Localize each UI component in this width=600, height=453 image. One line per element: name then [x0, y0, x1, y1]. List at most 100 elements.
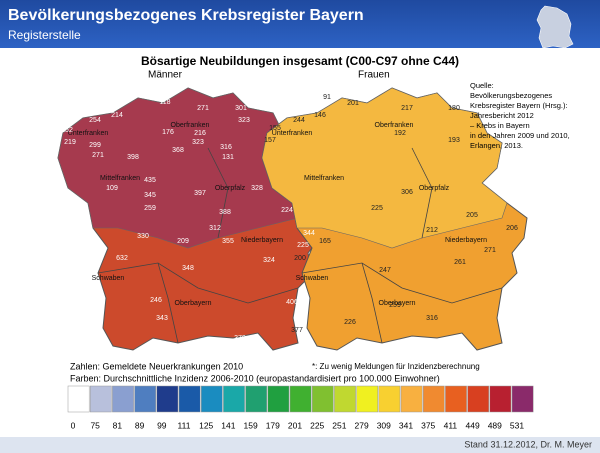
note: *: Zu wenig Meldungen für Inzidenzberech…: [312, 362, 480, 371]
legend-swatch: [134, 385, 157, 413]
region-border: [361, 262, 383, 344]
district-value: 328: [251, 185, 263, 192]
legend-swatch: [445, 385, 467, 413]
germany-icon: [536, 5, 574, 49]
legend-label: 201: [288, 420, 302, 430]
legend-label: 489: [488, 420, 502, 430]
legend-label: 159: [244, 420, 258, 430]
district-value: 225: [371, 205, 383, 212]
legend-label: 179: [266, 420, 280, 430]
region-label: Schwaben: [92, 275, 125, 282]
district-value: 224: [281, 207, 293, 214]
district-value: 152: [61, 127, 73, 134]
district-value: 397: [194, 190, 206, 197]
region-border: [207, 147, 229, 239]
legend-label: 99: [157, 420, 167, 430]
district-value: 348: [182, 265, 194, 272]
district-value: 176: [162, 129, 174, 136]
legend-swatch: [178, 385, 201, 413]
footer-bar: [0, 437, 600, 453]
region-label: Oberfranken: [171, 122, 210, 129]
district-value: 312: [209, 225, 221, 232]
district-value: 316: [220, 144, 232, 151]
legend-label: 279: [355, 420, 369, 430]
district-value: 200: [294, 255, 306, 262]
legend-label: 75: [90, 420, 100, 430]
map-region: [57, 87, 304, 249]
region-label: Oberpfalz: [419, 185, 450, 192]
legend-swatch: [156, 385, 179, 413]
region-border: [97, 262, 299, 304]
district-value: 254: [89, 117, 101, 124]
district-value: 398: [127, 154, 139, 161]
district-value: 271: [92, 152, 104, 159]
region-border: [411, 147, 433, 239]
legend-swatch: [67, 385, 90, 413]
district-value: 323: [238, 117, 250, 124]
district-value: 323: [192, 139, 204, 146]
region-border: [301, 262, 503, 304]
district-value: 225: [297, 242, 309, 249]
district-value: 109: [106, 185, 118, 192]
legend-swatch: [422, 385, 445, 413]
district-value: 205: [466, 212, 478, 219]
legend-label: 89: [135, 420, 145, 430]
district-value: 193: [448, 137, 460, 144]
region-label: Unterfranken: [272, 130, 313, 137]
region-label: Niederbayern: [445, 237, 487, 244]
legend-label: 375: [421, 420, 435, 430]
district-value: 212: [426, 227, 438, 234]
legend-label: 125: [199, 420, 213, 430]
legend-swatch: [89, 385, 112, 413]
district-value: 91: [323, 94, 331, 101]
legend-label: 141: [221, 420, 235, 430]
region-label: Mittelfranken: [100, 175, 140, 182]
district-value: 219: [64, 139, 76, 146]
legend-swatch: [467, 385, 490, 413]
district-value: 330: [137, 233, 149, 240]
district-value: 201: [347, 100, 359, 107]
header-title: Bevölkerungsbezogenes Krebsregister Baye…: [8, 7, 364, 24]
legend-label: 81: [113, 420, 123, 430]
district-value: 131: [222, 154, 234, 161]
legend-swatch: [511, 385, 534, 413]
district-value: 388: [219, 209, 231, 216]
legend-label: 0: [71, 420, 76, 430]
district-value: 406: [286, 299, 298, 306]
source-line: Krebsregister Bayern (Hrsg.):: [470, 101, 568, 110]
legend-swatch: [400, 385, 423, 413]
panel-label: Männer: [148, 70, 183, 81]
district-value: 155: [269, 125, 281, 132]
district-value: 118: [159, 99, 170, 106]
region-border: [157, 262, 179, 344]
legend-swatch: [245, 385, 268, 413]
legend-label: 309: [377, 420, 391, 430]
legend-label: 225: [310, 420, 324, 430]
source-line: – Krebs in Bayern: [470, 121, 530, 130]
header-subtitle: Registerstelle: [8, 28, 81, 42]
district-value: 216: [194, 130, 206, 137]
source-line: Bevölkerungsbezogenes: [470, 91, 552, 100]
region-label: Oberpfalz: [215, 185, 246, 192]
district-value: 194: [91, 315, 103, 322]
district-value: 206: [506, 225, 518, 232]
source-line: in den Jahren 2009 und 2010,: [470, 131, 570, 140]
district-value: 180: [448, 105, 460, 112]
district-value: 209: [177, 238, 189, 245]
district-value: 259: [389, 302, 401, 309]
district-value: 301: [235, 105, 247, 112]
legend-swatch: [267, 385, 290, 413]
source-line: Jahresbericht 2012: [470, 111, 534, 120]
district-value: 377: [291, 327, 303, 334]
district-value: 345: [144, 192, 156, 199]
district-value: 261: [454, 259, 466, 266]
district-value: 244: [293, 117, 305, 124]
footer: Stand 31.12.2012, Dr. M. Meyer: [464, 439, 592, 449]
district-value: 324: [263, 257, 275, 264]
district-value: 632: [116, 255, 128, 262]
district-value: 247: [379, 267, 391, 274]
district-value: 157: [264, 137, 276, 144]
region-label: Oberfranken: [375, 122, 414, 129]
legend-swatch: [311, 385, 334, 413]
